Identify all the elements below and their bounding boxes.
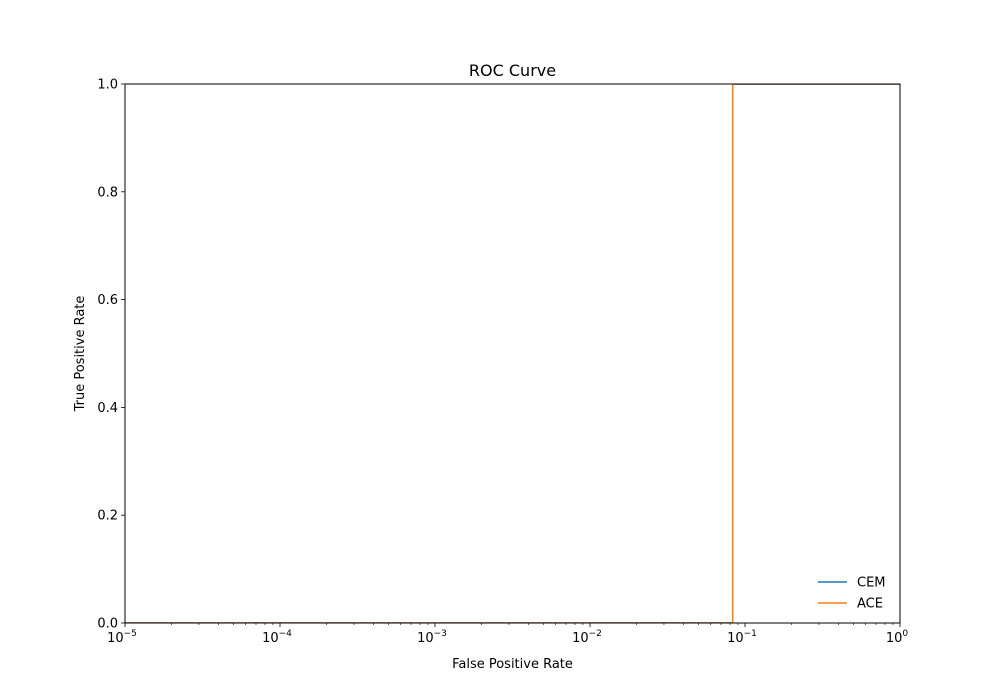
series-layer [125,84,900,623]
y-tick-label: 0.4 [97,401,118,416]
y-axis-label: True Positive Rate [73,296,88,413]
chart-title: ROC Curve [469,61,556,80]
y-tick-label: 1.0 [97,78,118,93]
legend: CEM ACE [818,576,886,612]
legend-label-ace: ACE [857,597,883,612]
y-tick-label: 0.8 [97,185,118,200]
plot-frame [124,83,901,624]
legend-label-cem: CEM [857,576,886,591]
y-tick-label: 0.6 [97,293,118,308]
y-tick-label: 0.0 [97,617,118,632]
x-tick-label: 10−3 [417,629,447,646]
series-line-ace [125,84,900,623]
ticks-layer: 10−5 10−4 10−3 10−2 10−1 100 0.0 0.2 0.4 0.6 0.8 1.… [97,78,908,647]
x-tick-label: 10−4 [262,629,292,646]
x-axis-label: False Positive Rate [452,657,573,672]
x-tick-label: 10−1 [727,629,757,646]
y-tick-label: 0.2 [97,509,118,524]
x-tick-label: 10−2 [572,629,602,646]
x-tick-label: 10−5 [107,629,137,646]
x-tick-label: 100 [886,629,909,646]
